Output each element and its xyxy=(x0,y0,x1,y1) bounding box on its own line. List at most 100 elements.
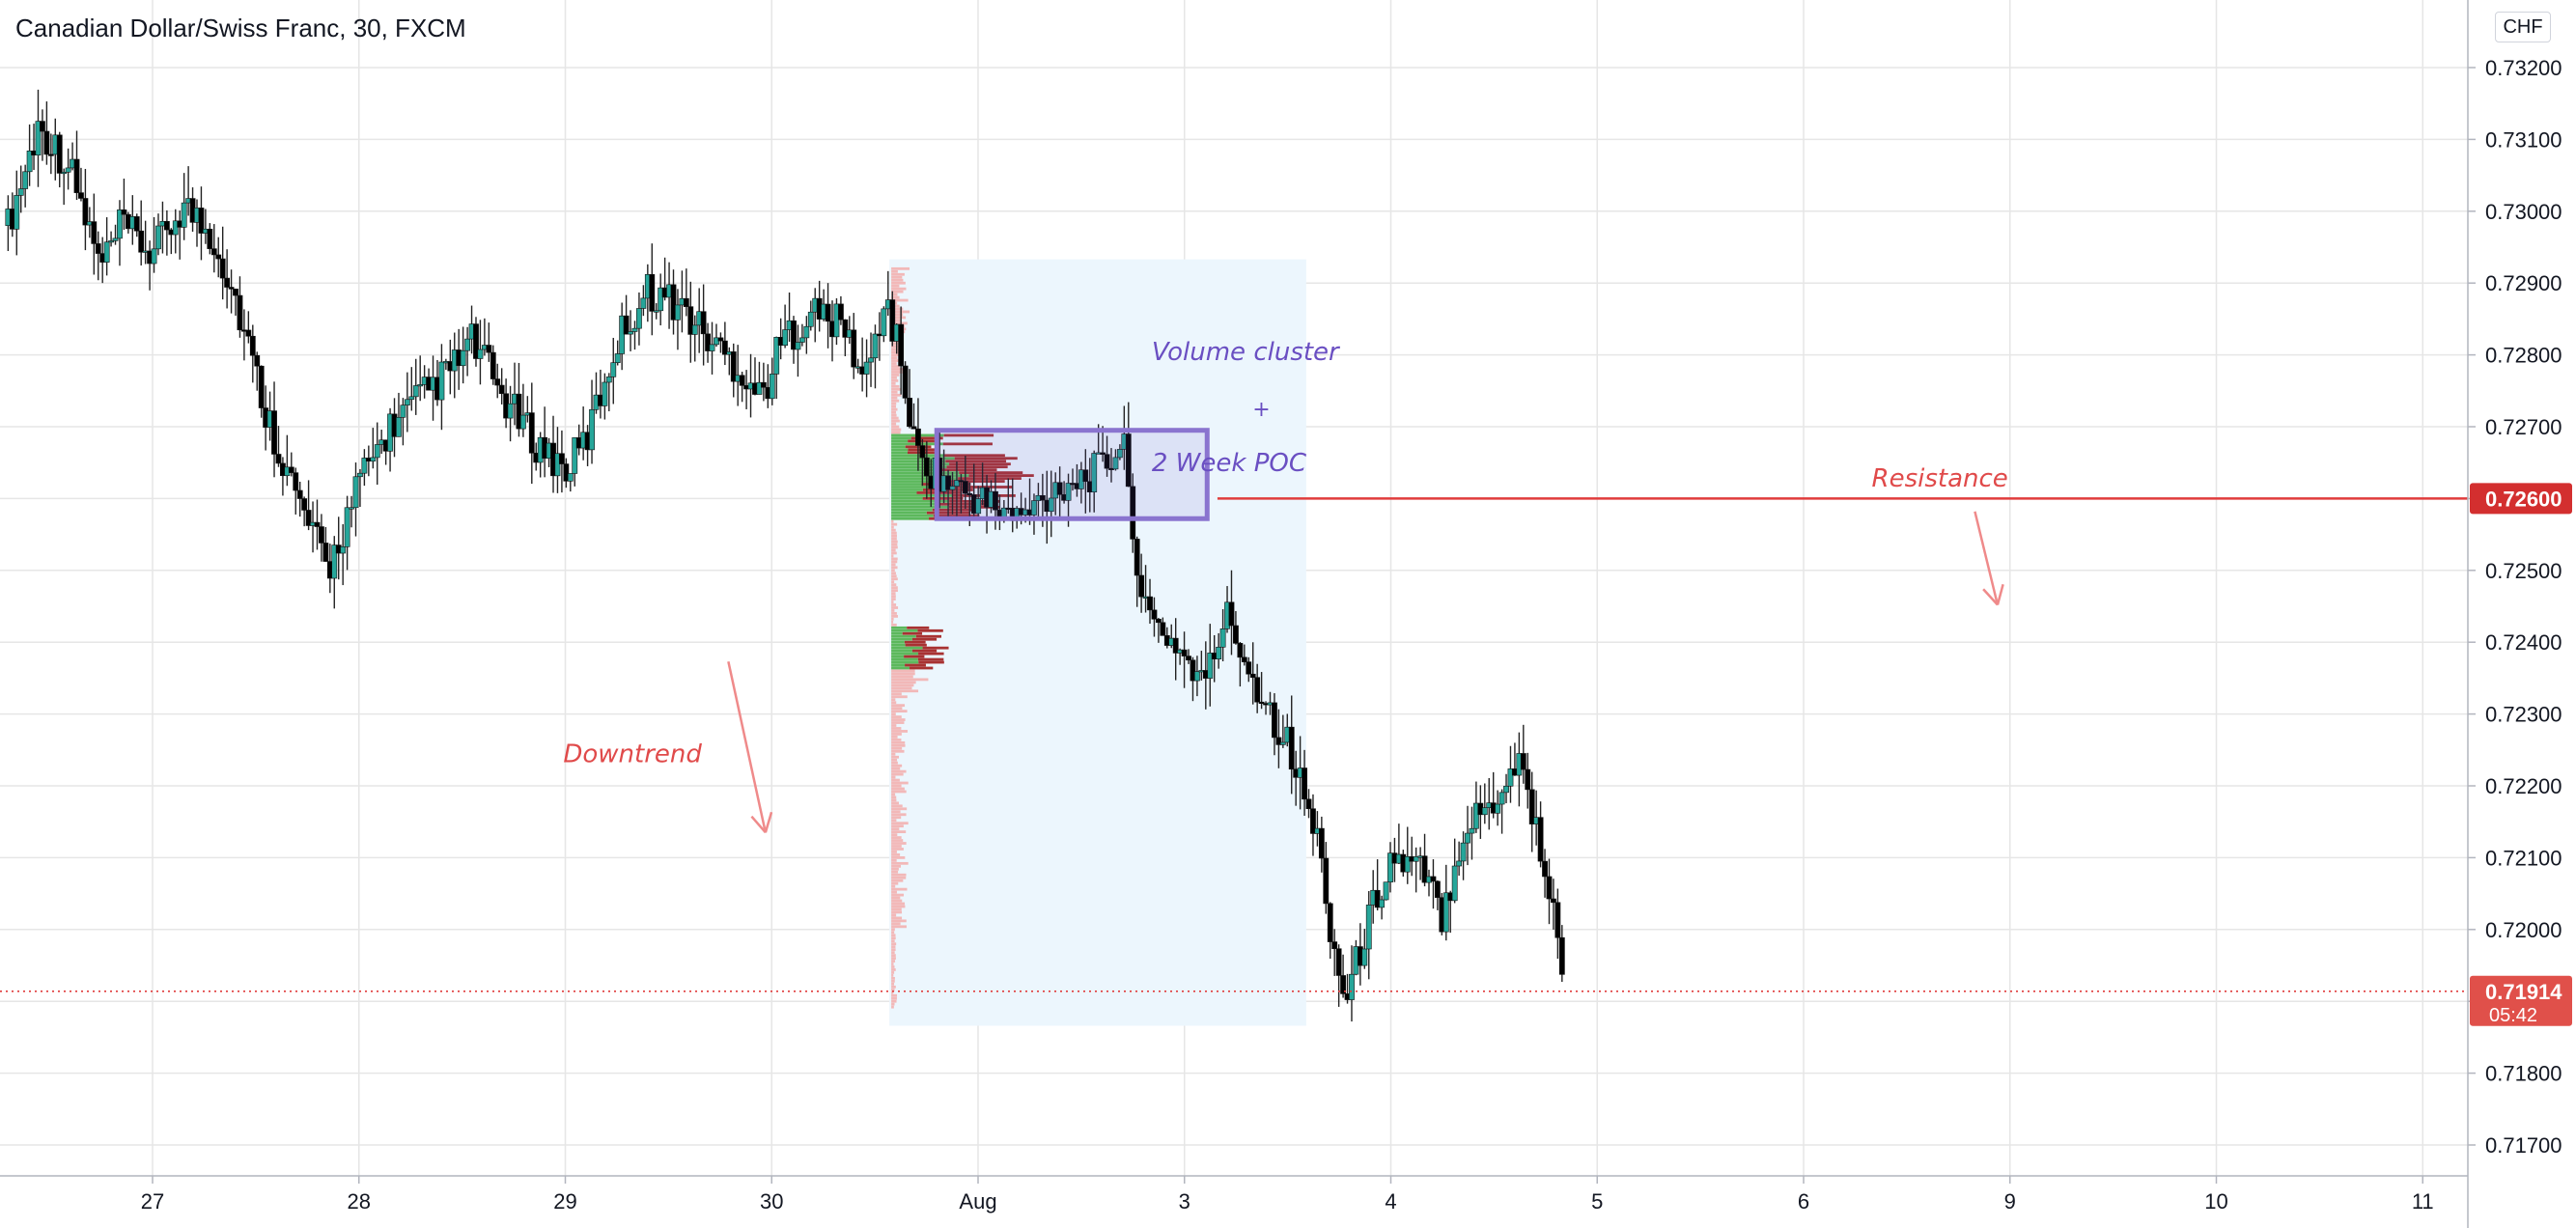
volume-bar xyxy=(891,589,898,593)
volume-bar xyxy=(891,362,897,365)
bar-countdown: 05:42 xyxy=(2489,1005,2537,1026)
volume-bar xyxy=(891,295,900,299)
resistance-arrow-head xyxy=(1982,588,1999,606)
candle-up xyxy=(1481,807,1488,816)
candle-down xyxy=(1340,975,1346,994)
volume-bar xyxy=(891,807,908,811)
volume-bar xyxy=(891,374,900,377)
volume-bar xyxy=(891,672,915,676)
volume-bar-down xyxy=(918,660,944,664)
volume-bar xyxy=(891,881,899,885)
candle-up xyxy=(331,544,338,579)
volume-bar xyxy=(891,963,894,965)
candle-up xyxy=(756,381,763,395)
x-tick-label: 6 xyxy=(1798,1189,1809,1214)
candle-down xyxy=(902,365,909,399)
candle-up xyxy=(782,329,789,347)
volume-bar xyxy=(891,976,895,980)
candle-up xyxy=(881,308,887,337)
volume-bar xyxy=(891,727,902,730)
candle-up xyxy=(357,472,363,478)
volume-bar-down xyxy=(944,454,1005,458)
candle-up xyxy=(1361,948,1368,966)
volume-bar xyxy=(891,982,895,986)
volume-bar xyxy=(891,1002,895,1006)
volume-bar xyxy=(891,525,894,529)
volume-bar-down xyxy=(946,465,1008,469)
volume-bar xyxy=(891,772,904,776)
candle-up xyxy=(691,324,698,335)
volume-bar xyxy=(891,548,896,552)
volume-bar-down xyxy=(958,477,1022,480)
candle-up xyxy=(22,171,29,189)
volume-bar xyxy=(891,371,903,374)
candle-down xyxy=(473,323,479,359)
volume-bar xyxy=(891,678,929,682)
currency-button[interactable]: CHF xyxy=(2495,12,2551,42)
downtrend-arrow xyxy=(727,661,768,833)
volume-bar xyxy=(891,884,896,888)
candle-up xyxy=(417,384,424,387)
volume-bar-up xyxy=(891,660,919,664)
volume-bar-up xyxy=(891,649,912,653)
y-tick-label: 0.72100 xyxy=(2485,846,2562,870)
volume-bar xyxy=(891,431,901,434)
volume-bar xyxy=(891,945,896,949)
volume-bar xyxy=(891,890,897,894)
volume-bar xyxy=(891,569,895,572)
volume-bar xyxy=(891,798,897,802)
candle-up xyxy=(477,349,484,359)
volume-bar xyxy=(891,583,897,587)
volume-bar xyxy=(891,566,898,570)
volume-bar xyxy=(891,830,907,834)
candle-up xyxy=(1460,842,1467,862)
volume-bar xyxy=(891,612,897,615)
volume-bar-up xyxy=(891,474,969,477)
candle-down xyxy=(1125,433,1132,488)
volume-bar xyxy=(891,833,898,836)
volume-bar xyxy=(891,893,905,897)
candle-up xyxy=(631,327,638,332)
y-tick-label: 0.71700 xyxy=(2485,1133,2562,1158)
volume-bar-down xyxy=(915,634,941,638)
candle-down xyxy=(739,375,745,386)
candle-up xyxy=(709,344,715,351)
volume-bar-up xyxy=(891,640,905,644)
volume-bar-down xyxy=(938,468,997,472)
candle-up xyxy=(833,303,840,338)
candle-up xyxy=(949,486,956,490)
candle-up xyxy=(773,337,780,375)
candle-down xyxy=(163,220,170,231)
volume-bar xyxy=(891,836,902,839)
candle-down xyxy=(717,337,724,342)
candle-down xyxy=(1335,948,1342,976)
volume-bar xyxy=(891,813,907,817)
volume-bar xyxy=(891,948,896,952)
volume-bar xyxy=(891,551,897,555)
candle-up xyxy=(1112,457,1119,470)
volume-bar xyxy=(891,899,903,903)
candle-down xyxy=(1228,601,1235,627)
volume-bar xyxy=(891,396,898,400)
volume-bar xyxy=(891,577,898,581)
x-tick-label: 5 xyxy=(1591,1189,1603,1214)
volume-bar xyxy=(891,887,908,891)
volume-bar xyxy=(891,586,898,590)
candle-up xyxy=(1031,500,1037,516)
candle-down xyxy=(1258,701,1265,704)
candle-down xyxy=(919,445,926,459)
volume-bar xyxy=(891,378,899,382)
volume-bar xyxy=(891,384,900,388)
volume-bar-down xyxy=(942,442,993,446)
x-tick-label: 29 xyxy=(553,1189,576,1214)
volume-bar xyxy=(891,560,898,564)
volume-bar xyxy=(891,931,895,935)
volume-bar xyxy=(891,531,897,535)
candle-up xyxy=(349,507,354,510)
volume-bar xyxy=(891,873,907,877)
volume-bar xyxy=(891,615,898,618)
volume-bar-down xyxy=(902,631,923,635)
volume-bar xyxy=(891,743,906,747)
poc-rectangle[interactable] xyxy=(934,428,1210,521)
volume-bar xyxy=(891,266,910,270)
